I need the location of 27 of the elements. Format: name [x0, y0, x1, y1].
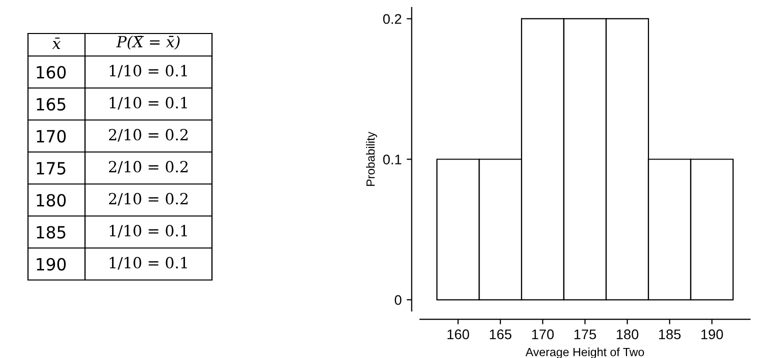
y-axis-title: x̄ — [52, 38, 61, 49]
y-tick-label: 190 — [36, 258, 66, 271]
y-tick-label: 160 — [36, 66, 66, 79]
y-tick-label: 180 — [36, 194, 66, 207]
x-tick-label: 190 — [701, 329, 723, 340]
x-tick-label: 185 — [659, 329, 681, 340]
text: 1/10 = 0.1 — [110, 64, 187, 78]
text: 1/10 = 0.1 — [110, 96, 187, 110]
y-tick-label: 185 — [36, 226, 66, 239]
text: 2/10 = 0.2 — [108, 192, 188, 206]
y-tick-label: 175 — [36, 162, 66, 175]
y-tick-label: 165 — [36, 98, 66, 111]
y-axis-title: Probability — [366, 132, 378, 186]
text: 2/10 = 0.2 — [108, 160, 188, 174]
y-tick-label: 0.1 — [383, 154, 402, 164]
y-tick-label: 0.2 — [383, 14, 402, 24]
text: 1/10 = 0.1 — [110, 224, 187, 238]
text: 1/10 = 0.1 — [110, 256, 187, 270]
x-tick-label: 165 — [490, 329, 512, 340]
text: 2/10 = 0.2 — [108, 128, 188, 142]
x-tick-label: 175 — [574, 330, 596, 340]
x-tick-label: P(X̄ = x̄) — [116, 36, 180, 50]
x-tick-label: 180 — [616, 329, 638, 340]
x-tick-label: 170 — [532, 329, 554, 340]
x-tick-label: 160 — [448, 329, 470, 340]
y-tick-label: 170 — [36, 130, 66, 143]
y-tick-label: 0 — [394, 295, 402, 305]
